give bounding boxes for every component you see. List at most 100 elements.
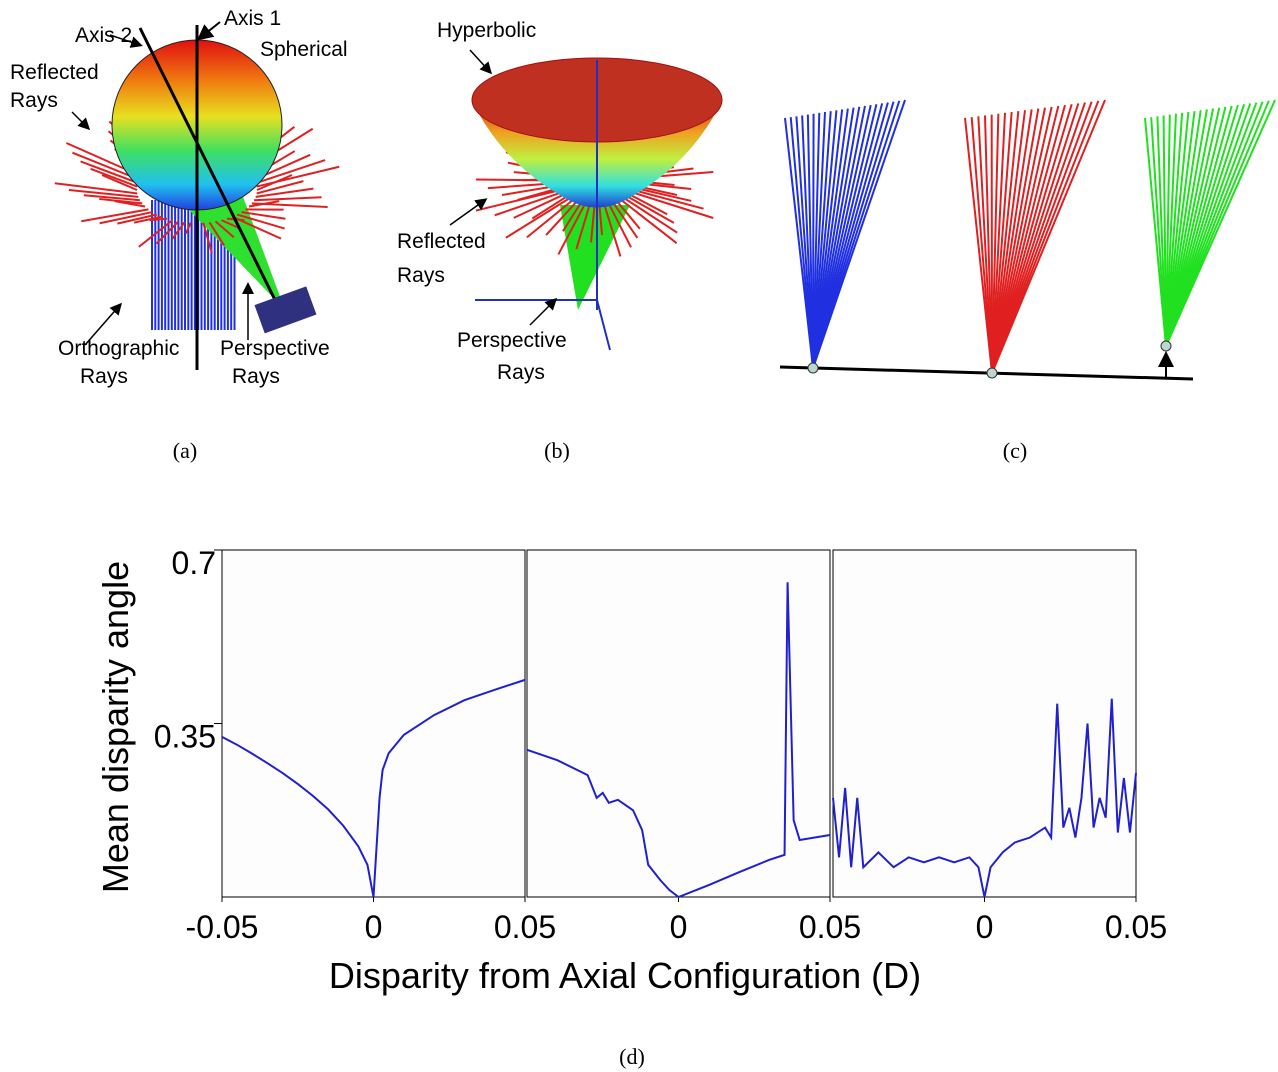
y-axis-label: Mean disparity angle xyxy=(95,561,136,893)
x-tick-label: 0 xyxy=(670,909,688,945)
reflected-ray xyxy=(614,199,641,230)
reflected-ray xyxy=(138,219,174,248)
reflected-ray xyxy=(248,200,280,208)
reflected-ray xyxy=(117,213,158,225)
reflected-ray xyxy=(611,200,639,239)
label: Perspective xyxy=(220,337,330,360)
label: Rays xyxy=(232,365,280,388)
label: Rays xyxy=(80,365,128,388)
arrow xyxy=(449,198,488,226)
x-tick-label: 0 xyxy=(976,909,994,945)
fan-ray xyxy=(991,104,1073,374)
x-tick-label: 0.05 xyxy=(494,909,556,945)
camera xyxy=(254,286,317,334)
fan-ray xyxy=(1165,111,1190,347)
fan-ray xyxy=(1144,117,1167,347)
label: Reflected xyxy=(397,230,486,253)
fan-ray xyxy=(991,105,1060,374)
panel-b: Hyperbolic Reflected Rays Perspective Ra… xyxy=(397,19,723,463)
fan-ray xyxy=(991,109,1033,374)
caption: (a) xyxy=(173,438,197,463)
node xyxy=(1160,340,1172,352)
fan-ray xyxy=(991,106,1053,374)
reflected-ray xyxy=(241,211,286,220)
reflected-ray xyxy=(627,192,668,216)
panel-c: (c) xyxy=(779,99,1276,463)
reflected-ray xyxy=(629,190,714,219)
label: Spherical xyxy=(260,38,348,61)
fan-ray xyxy=(1165,112,1184,347)
x-tick-label: -0.05 xyxy=(186,909,259,945)
reflected-ray xyxy=(630,188,704,210)
reflected-ray xyxy=(531,194,570,220)
reflected-ray xyxy=(526,197,576,239)
reflected-ray xyxy=(208,221,226,247)
node xyxy=(807,362,819,374)
reflected-ray xyxy=(90,167,138,188)
reflected-ray xyxy=(68,188,139,198)
y-tick-label: 0.35 xyxy=(154,719,216,755)
reflected-ray xyxy=(557,201,588,255)
arrow xyxy=(84,302,122,346)
line xyxy=(832,698,1137,898)
label: Rays xyxy=(10,89,58,112)
reflected-ray xyxy=(598,202,604,236)
reflected-ray xyxy=(83,194,141,202)
fan-ray xyxy=(970,117,993,374)
fan-ray xyxy=(991,111,1020,374)
x-tick-label: 0 xyxy=(365,909,383,945)
fan-ray xyxy=(1165,113,1177,347)
plot-area xyxy=(526,549,831,898)
panel-a: Axis 2 Axis 1 Spherical Reflected Rays O… xyxy=(10,7,348,463)
fan-ray xyxy=(991,103,1080,374)
reflected-ray xyxy=(155,220,180,245)
caption: (c) xyxy=(1003,438,1027,463)
reflected-ray xyxy=(133,215,162,224)
label: Hyperbolic xyxy=(437,19,536,42)
caption: (d) xyxy=(619,1044,645,1069)
plot-area xyxy=(832,549,1137,898)
x-tick-label: 0.05 xyxy=(1105,909,1167,945)
label: Orthographic xyxy=(58,337,179,360)
line xyxy=(221,678,526,898)
fan-ray xyxy=(977,116,993,374)
x-tick-label: 0.05 xyxy=(799,909,861,945)
reflected-ray xyxy=(149,217,168,222)
reflected-ray xyxy=(575,201,592,250)
reflected-ray xyxy=(602,201,622,257)
fan-ray xyxy=(991,104,1066,374)
label: Reflected xyxy=(10,61,99,84)
fan-ray xyxy=(991,99,1106,374)
arrow xyxy=(71,111,91,131)
reflected-ray xyxy=(545,199,579,236)
reflected-ray xyxy=(99,197,143,205)
reflected-ray xyxy=(513,192,567,219)
reflected-ray xyxy=(236,213,285,230)
reflected-ray xyxy=(80,160,139,185)
ray-decoration xyxy=(784,99,1276,374)
reflected-ray xyxy=(255,187,314,198)
reflected-ray xyxy=(621,196,678,234)
fan-ray xyxy=(991,113,1000,374)
reflected-ray xyxy=(256,180,304,195)
reflected-ray xyxy=(505,196,573,239)
caption: (b) xyxy=(544,438,570,463)
reflected-ray xyxy=(99,211,153,225)
arrow xyxy=(529,297,558,326)
fan-ray xyxy=(991,111,1013,374)
fan-ray xyxy=(1165,114,1171,347)
label: Axis 1 xyxy=(224,7,281,30)
label: Rays xyxy=(497,361,545,384)
node xyxy=(986,367,998,379)
fan-ray xyxy=(1162,115,1167,347)
reflected-ray xyxy=(101,174,138,191)
y-tick-label: 0.7 xyxy=(172,545,216,581)
arrow xyxy=(109,34,143,48)
reflected-ray xyxy=(494,190,565,217)
reflected-ray xyxy=(184,222,192,234)
panel-d: Mean disparity angle Disparity from Axia… xyxy=(95,545,1167,1069)
fan-ray xyxy=(991,112,1006,374)
reflected-ray xyxy=(590,202,596,243)
reflected-ray xyxy=(214,220,235,239)
